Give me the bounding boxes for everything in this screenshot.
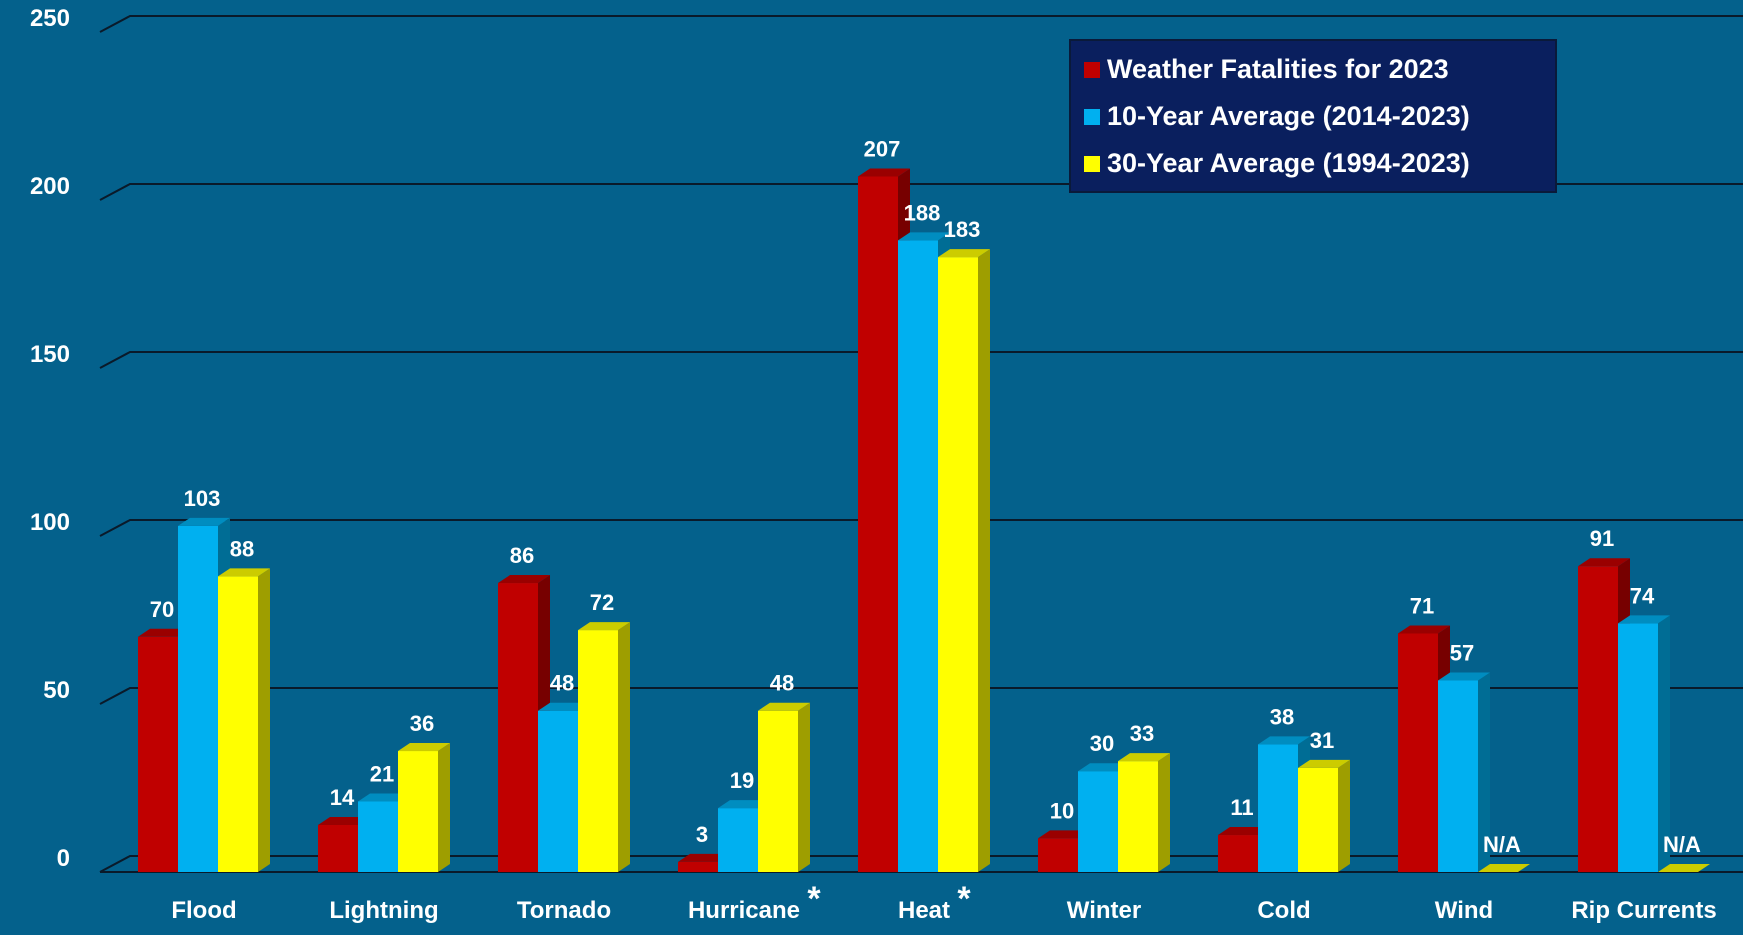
legend-box xyxy=(1069,39,1557,193)
bar xyxy=(1618,615,1670,872)
data-label: 88 xyxy=(230,536,254,561)
data-label: N/A xyxy=(1663,832,1701,857)
gridline xyxy=(99,519,1743,537)
legend-swatch xyxy=(1084,109,1100,125)
bar xyxy=(938,249,990,872)
data-label: 188 xyxy=(904,200,941,225)
data-label: N/A xyxy=(1483,832,1521,857)
y-tick-label: 50 xyxy=(43,677,70,704)
data-label: 207 xyxy=(864,136,901,161)
data-label: 10 xyxy=(1050,798,1074,823)
footnote-asterisk: * xyxy=(807,880,821,918)
category-label: Heat xyxy=(898,897,950,924)
bars xyxy=(138,168,1710,873)
bar xyxy=(1118,753,1170,872)
category-label: Cold xyxy=(1257,897,1310,924)
x-axis: Flood Lightning Tornado Hurricane * Heat * Wint… xyxy=(171,880,1716,924)
y-tick-label: 0 xyxy=(57,845,70,872)
gridline xyxy=(99,687,1743,705)
footnote-asterisk: * xyxy=(957,880,971,918)
bar xyxy=(758,702,810,872)
y-tick-label: 250 xyxy=(30,5,70,32)
category-label: Wind xyxy=(1435,897,1493,924)
data-label: 48 xyxy=(550,671,574,696)
bar xyxy=(1298,759,1350,872)
legend: Weather Fatalities for 2023 10-Year Avera… xyxy=(1069,39,1557,193)
data-label: 91 xyxy=(1590,526,1614,551)
y-axis: 0 50 100 150 200 250 xyxy=(30,5,70,872)
data-label: 103 xyxy=(184,486,221,511)
data-label: 11 xyxy=(1230,795,1253,820)
data-label: 86 xyxy=(510,543,534,568)
bar xyxy=(218,568,270,872)
gridline xyxy=(99,351,1743,369)
data-label: 70 xyxy=(150,597,174,622)
category-label: Hurricane xyxy=(688,897,800,924)
legend-entry: Weather Fatalities for 2023 xyxy=(1107,54,1449,84)
category-label: Rip Currents xyxy=(1571,897,1716,924)
gridline xyxy=(99,855,1743,873)
data-label: 72 xyxy=(590,590,614,615)
data-label: 74 xyxy=(1630,583,1655,608)
data-label: 33 xyxy=(1130,721,1154,746)
data-label: 14 xyxy=(330,785,355,810)
bar xyxy=(398,743,450,872)
data-label: 57 xyxy=(1450,640,1474,665)
bar xyxy=(1438,672,1490,872)
data-label: 36 xyxy=(410,711,434,736)
y-tick-label: 150 xyxy=(30,341,70,368)
data-label: 183 xyxy=(944,217,981,242)
legend-entry: 10-Year Average (2014-2023) xyxy=(1107,101,1470,131)
data-label: 19 xyxy=(730,768,754,793)
data-label: 38 xyxy=(1270,704,1294,729)
category-label: Lightning xyxy=(329,897,438,924)
legend-swatch xyxy=(1084,62,1100,78)
gridline xyxy=(99,15,1743,33)
data-label: 31 xyxy=(1310,728,1334,753)
bar xyxy=(578,622,630,872)
category-label: Winter xyxy=(1067,897,1141,924)
data-label: 30 xyxy=(1090,731,1114,756)
legend-entry: 30-Year Average (1994-2023) xyxy=(1107,148,1470,178)
y-tick-label: 200 xyxy=(30,173,70,200)
data-label: 3 xyxy=(696,822,708,847)
category-label: Tornado xyxy=(517,897,611,924)
legend-swatch xyxy=(1084,156,1100,172)
category-label: Flood xyxy=(171,897,236,924)
data-label: 48 xyxy=(770,671,794,696)
data-label: 21 xyxy=(370,761,394,786)
bar xyxy=(1478,864,1530,872)
bar xyxy=(1658,864,1710,872)
y-tick-label: 100 xyxy=(30,509,70,536)
data-label: 71 xyxy=(1410,593,1434,618)
